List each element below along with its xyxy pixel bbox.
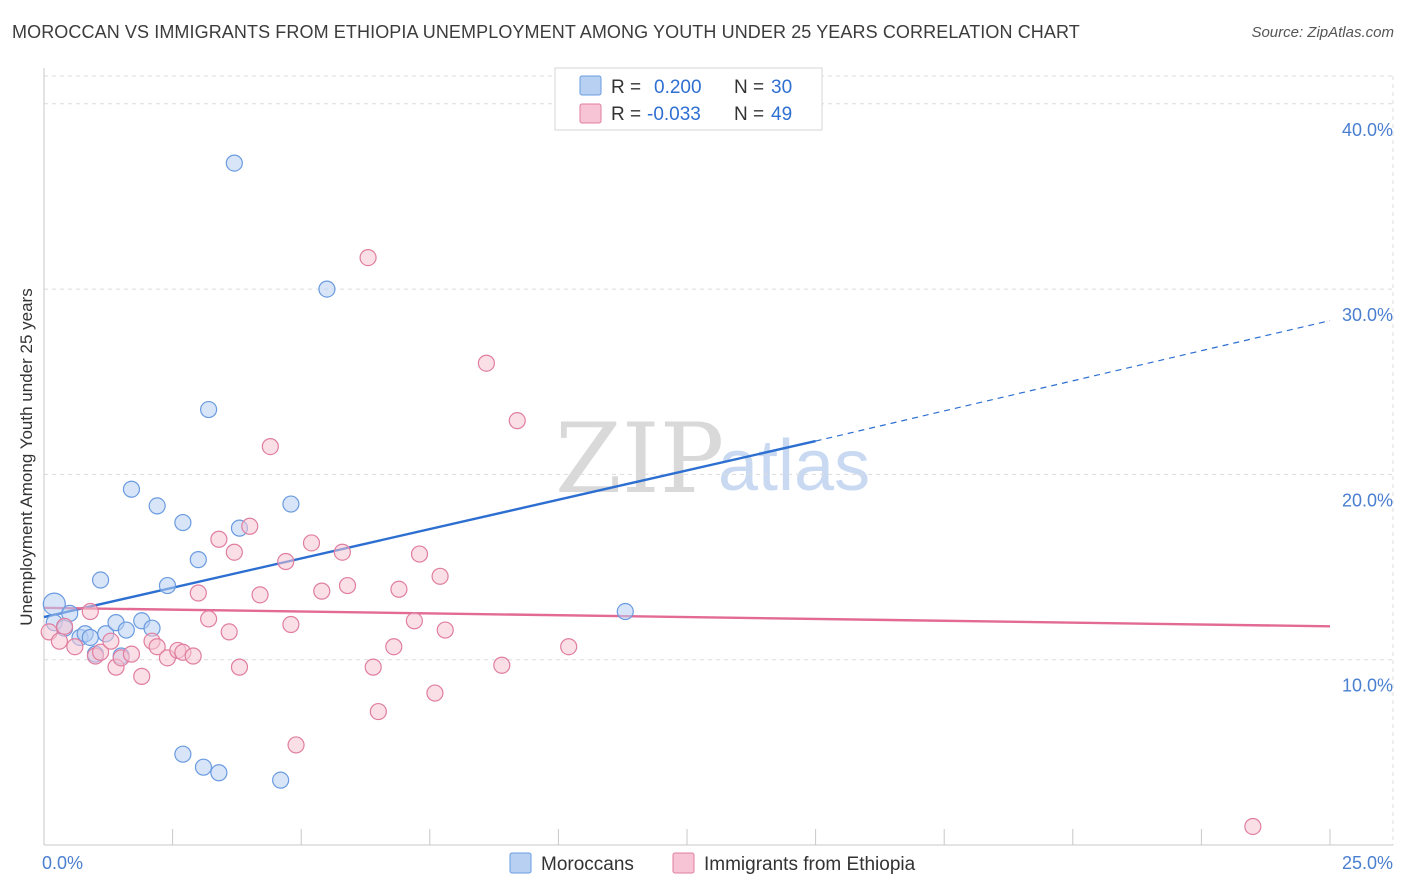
moroccans-point-21	[194, 758, 213, 776]
ethiopia-point-46	[508, 412, 526, 430]
ethiopia-point-6	[91, 643, 110, 661]
ethiopia-point-26	[261, 438, 279, 456]
ethiopia-point-39	[405, 612, 423, 630]
y-axis-label: Unemployment Among Youth under 25 years	[17, 288, 36, 625]
legend-swatch-ethiopia	[579, 103, 602, 124]
ethiopia-point-36	[369, 702, 387, 721]
ethiopia-point-7	[102, 632, 120, 650]
ethiopia-point-41	[426, 684, 444, 702]
ethiopia-point-31	[313, 582, 331, 600]
moroccans-point-22	[200, 400, 218, 419]
ethiopia-point-34	[359, 248, 377, 267]
ethiopia-point-20	[210, 530, 228, 548]
moroccans-point-29	[616, 602, 634, 621]
moroccans-point-26	[272, 771, 290, 789]
ethiopia-point-29	[287, 736, 305, 754]
y-tick-label-20: 20.0%	[1342, 490, 1393, 510]
y-tick-label-30: 30.0%	[1342, 305, 1393, 325]
trend-line-dashed-0	[815, 320, 1331, 442]
ethiopia-point-33	[338, 576, 357, 595]
ethiopia-point-17	[184, 647, 202, 665]
legend-r-label-moroccans: R =	[611, 77, 641, 98]
moroccans-point-17	[158, 576, 177, 595]
moroccans-point-6	[81, 628, 99, 647]
ethiopia-point-35	[364, 658, 382, 676]
moroccans-point-24	[225, 154, 243, 172]
watermark-zip: ZIP	[555, 403, 724, 515]
ethiopia-point-18	[189, 584, 207, 602]
ethiopia-point-27	[277, 552, 295, 571]
ethiopia-point-42	[431, 567, 449, 585]
ethiopia-point-13	[148, 638, 166, 656]
moroccans-point-20	[189, 551, 207, 569]
moroccans-point-27	[282, 495, 300, 513]
x-tick-label-max: 25.0%	[1342, 853, 1393, 873]
series-legend: Moroccans Immigrants from Ethiopia	[509, 852, 916, 875]
ethiopia-point-10	[122, 645, 141, 663]
y-tick-label-10: 10.0%	[1342, 676, 1393, 696]
ethiopia-point-22	[225, 543, 243, 561]
trend-line-solid-0	[43, 439, 816, 619]
ethiopia-point-37	[385, 638, 403, 656]
ethiopia-point-2	[55, 617, 74, 635]
y-tick-label-40: 40.0%	[1342, 120, 1393, 140]
moroccans-point-19	[174, 745, 192, 763]
series-legend-swatch-ethiopia	[672, 852, 695, 874]
legend-n-value-moroccans: 30	[771, 77, 792, 98]
moroccans-point-12	[117, 621, 135, 639]
ethiopia-point-19	[200, 610, 218, 628]
legend-r-label-ethiopia: R =	[611, 104, 641, 125]
legend-r-value-moroccans: 0.200	[654, 77, 702, 98]
moroccans-point-23	[210, 764, 228, 782]
ethiopia-point-11	[133, 667, 151, 685]
x-tick-label-min: 0.0%	[42, 853, 83, 873]
ethiopia-point-1	[50, 632, 69, 650]
legend-n-value-ethiopia: 49	[771, 104, 792, 125]
trend-line-solid-1	[43, 606, 1331, 628]
chart-title: MOROCCAN VS IMMIGRANTS FROM ETHIOPIA UNE…	[12, 22, 1080, 42]
series-legend-label-moroccans: Moroccans	[541, 854, 634, 875]
ethiopia-point-40	[410, 545, 429, 563]
series-legend-swatch-moroccans	[509, 852, 532, 874]
moroccans-point-13	[122, 480, 141, 498]
ethiopia-point-43	[436, 621, 454, 639]
legend-n-label-ethiopia: N =	[734, 104, 764, 125]
source-credit: Source: ZipAtlas.com	[1251, 24, 1394, 41]
moroccans-point-8	[91, 571, 110, 589]
ethiopia-point-38	[390, 580, 408, 598]
ethiopia-point-21	[220, 623, 238, 641]
legend-n-label-moroccans: N =	[734, 77, 764, 98]
moroccans-point-16	[148, 497, 166, 515]
ethiopia-point-30	[302, 534, 321, 552]
ethiopia-point-24	[241, 517, 259, 535]
ethiopia-point-28	[282, 615, 300, 634]
axes	[43, 68, 1393, 846]
ethiopia-point-45	[493, 656, 511, 674]
ethiopia-point-23	[230, 658, 249, 676]
legend-swatch-moroccans	[579, 75, 602, 96]
ethiopia-point-32	[333, 543, 351, 561]
ethiopia-point-44	[477, 354, 495, 372]
moroccans-point-18	[174, 513, 192, 532]
correlation-legend: R = 0.200 N = 30 R = -0.033 N = 49	[554, 67, 823, 131]
ethiopia-point-3	[66, 638, 84, 656]
data-points	[40, 154, 1262, 836]
ethiopia-point-4	[81, 602, 99, 621]
y-tick-labels: 10.0% 20.0% 30.0% 40.0%	[1342, 120, 1393, 696]
watermark-atlas: atlas	[718, 426, 870, 506]
ethiopia-point-48	[1244, 817, 1262, 836]
ethiopia-point-25	[251, 586, 269, 604]
legend-r-value-ethiopia: -0.033	[647, 104, 701, 125]
series-legend-label-ethiopia: Immigrants from Ethiopia	[704, 854, 916, 875]
ethiopia-point-47	[560, 638, 578, 656]
moroccans-point-28	[318, 280, 336, 298]
